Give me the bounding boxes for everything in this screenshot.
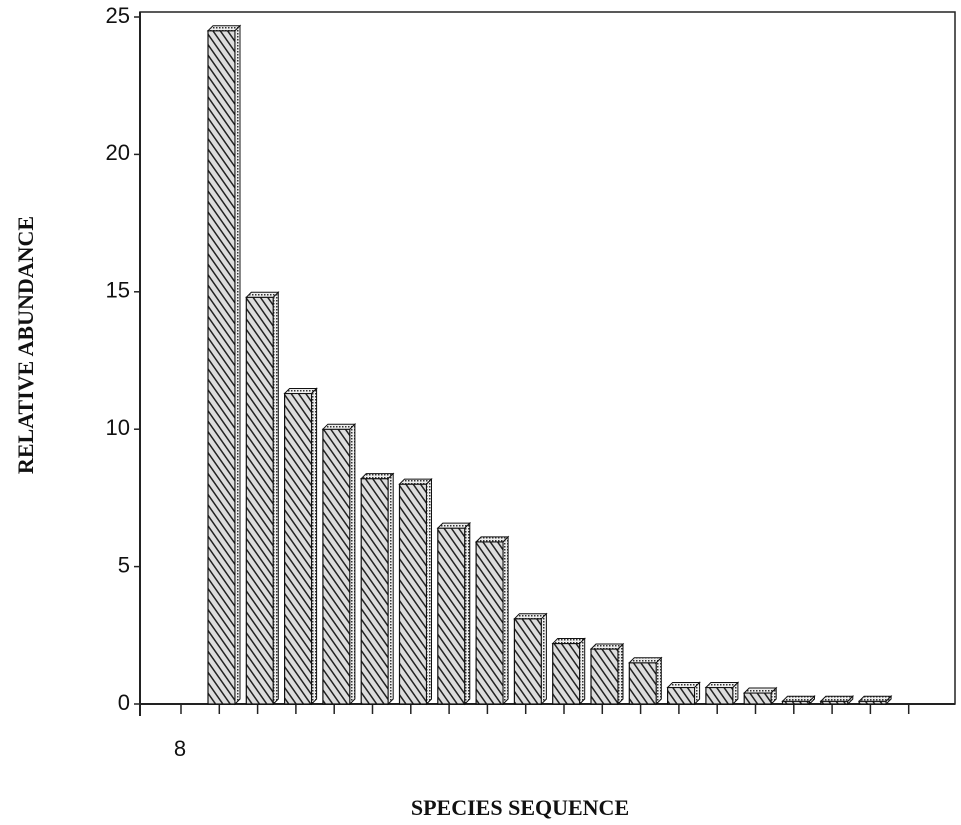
bar-side (426, 477, 432, 706)
bar-side (464, 521, 471, 706)
bar-side (579, 637, 586, 706)
y-axis-label: RELATIVE ABUNDANCE (13, 216, 38, 474)
bar-side (770, 686, 777, 706)
bar-side (655, 656, 662, 706)
x-axis-label: SPECIES SEQUENCE (411, 795, 629, 820)
y-tick-label: 10 (106, 415, 130, 440)
bar (437, 527, 466, 705)
bar (207, 30, 236, 705)
y-tick-label: 15 (106, 278, 130, 303)
bar-side (694, 681, 701, 706)
bar (513, 618, 543, 705)
y-tick-label: 5 (118, 552, 130, 577)
bar-side (732, 681, 739, 706)
bar-side (272, 291, 279, 706)
bar-side (847, 695, 854, 706)
bar (628, 662, 657, 705)
bar (552, 642, 581, 705)
y-tick-label: 0 (118, 690, 130, 715)
bar (475, 541, 504, 705)
bar-side (540, 612, 547, 706)
annotation: 8 (174, 736, 186, 761)
y-tick-label: 25 (106, 3, 130, 28)
bar-side (617, 642, 624, 706)
bar-side (809, 695, 815, 706)
bar (398, 483, 428, 705)
bar (743, 692, 772, 705)
bar-side (234, 24, 241, 706)
bar-side (387, 472, 394, 706)
bar (590, 648, 619, 705)
bar (705, 686, 734, 705)
bar (322, 428, 351, 705)
bar-side (349, 422, 356, 706)
bar (360, 478, 389, 705)
bar (666, 686, 696, 705)
bar (245, 296, 274, 705)
bar-side (502, 535, 509, 706)
bar (284, 392, 313, 705)
bar-side (885, 695, 892, 706)
bar-side (311, 387, 318, 706)
y-tick-label: 20 (106, 140, 130, 165)
